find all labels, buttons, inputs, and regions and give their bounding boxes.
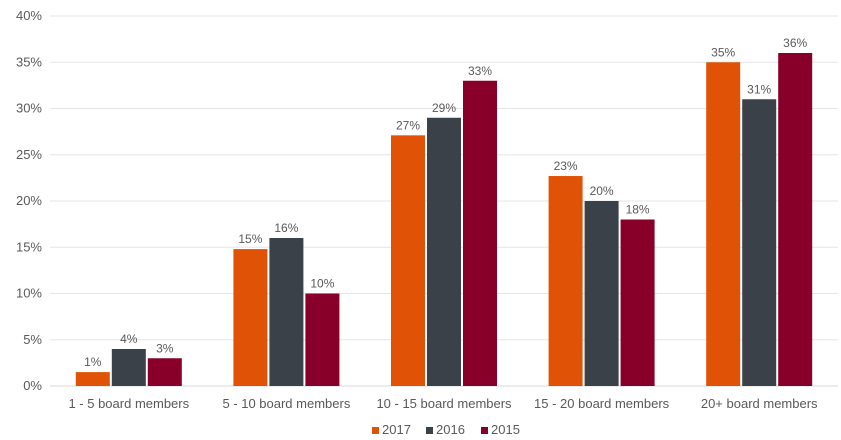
legend-swatch xyxy=(481,427,488,434)
bar-2016 xyxy=(584,201,619,386)
bar-2015 xyxy=(147,358,182,386)
data-labels: 1% 4% 3% 15% 16% 10% 27% 29% 33% 23% 20% 18% 35% 31% 3… xyxy=(84,36,807,369)
legend-item-2016[interactable]: 2016 xyxy=(426,422,465,437)
bar-2015 xyxy=(463,80,497,386)
bar-2017 xyxy=(391,135,425,386)
data-label: 20% xyxy=(590,184,614,198)
y-tick-label: 40% xyxy=(16,8,42,23)
x-category-label: 5 - 10 board members xyxy=(222,396,350,411)
legend-item-2017[interactable]: 2017 xyxy=(372,422,411,437)
data-label: 10% xyxy=(310,277,334,291)
y-tick-label: 25% xyxy=(16,147,42,162)
y-tick-label: 15% xyxy=(16,239,42,254)
legend-swatch xyxy=(372,427,379,434)
legend-item-2015[interactable]: 2015 xyxy=(481,422,520,437)
legend-swatch xyxy=(426,427,433,434)
bar-2016 xyxy=(742,99,777,386)
legend-label: 2015 xyxy=(491,422,520,437)
data-label: 31% xyxy=(747,82,771,96)
y-axis: 0% 5% 10% 15% 20% 25% 30% 35% 40% xyxy=(16,8,42,393)
data-label: 15% xyxy=(238,232,262,246)
y-tick-label: 10% xyxy=(16,286,42,301)
bar-2017 xyxy=(233,249,268,386)
bars xyxy=(75,53,813,386)
data-label: 35% xyxy=(711,45,735,59)
bar-2017 xyxy=(548,176,583,386)
y-tick-label: 20% xyxy=(16,193,42,208)
data-label: 16% xyxy=(274,221,298,235)
bar-2016 xyxy=(427,117,461,386)
data-label: 3% xyxy=(156,341,174,355)
y-tick-label: 5% xyxy=(23,332,42,347)
bar-2015 xyxy=(305,293,340,386)
data-label: 27% xyxy=(396,118,420,132)
x-category-label: 20+ board members xyxy=(701,396,818,411)
bar-2017 xyxy=(706,62,741,386)
bar-2016 xyxy=(269,238,304,386)
bar-2017 xyxy=(75,372,110,386)
y-tick-label: 35% xyxy=(16,54,42,69)
data-label: 36% xyxy=(783,36,807,50)
x-category-label: 10 - 15 board members xyxy=(376,396,512,411)
bar-2015 xyxy=(620,219,655,386)
x-category-label: 15 - 20 board members xyxy=(534,396,670,411)
legend-label: 2016 xyxy=(436,422,465,437)
data-label: 29% xyxy=(432,101,456,115)
data-label: 33% xyxy=(468,64,492,78)
data-label: 23% xyxy=(554,159,578,173)
y-tick-label: 30% xyxy=(16,101,42,116)
data-label: 4% xyxy=(120,332,138,346)
bar-2015 xyxy=(778,53,813,386)
data-label: 18% xyxy=(626,203,650,217)
data-label: 1% xyxy=(84,355,102,369)
x-category-label: 1 - 5 board members xyxy=(68,396,189,411)
x-axis: 1 - 5 board members 5 - 10 board members 1… xyxy=(68,396,818,411)
bar-2016 xyxy=(111,349,146,386)
y-tick-label: 0% xyxy=(23,378,42,393)
legend: 2017 2016 2015 xyxy=(372,422,520,437)
legend-label: 2017 xyxy=(382,422,411,437)
